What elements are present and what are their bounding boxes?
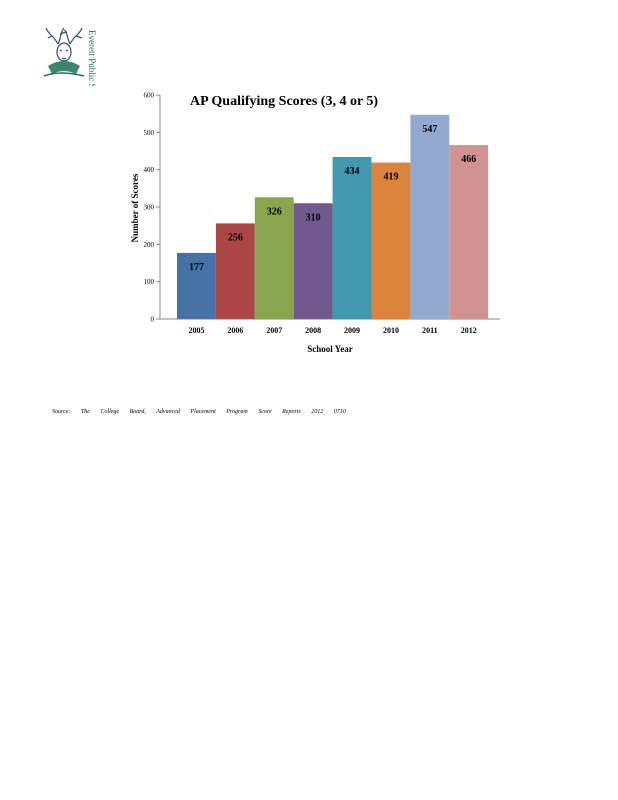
data-label: 547 (422, 124, 437, 135)
x-axis-label: School Year (307, 344, 352, 354)
y-tick-label: 400 (144, 166, 155, 174)
data-label: 256 (228, 232, 243, 243)
y-tick-label: 200 (144, 241, 155, 249)
bar-2011 (410, 114, 450, 319)
y-axis-label: Number of Scores (130, 173, 140, 242)
x-tick-label: 2011 (422, 326, 438, 335)
y-tick-label: 0 (151, 316, 155, 324)
y-tick-label: 300 (144, 204, 155, 212)
x-tick-label: 2006 (227, 326, 243, 335)
bar-2006 (215, 223, 255, 319)
y-tick-label: 100 (144, 278, 155, 286)
data-label: 326 (267, 206, 282, 217)
data-label: 177 (189, 262, 204, 273)
bar-2010 (371, 162, 411, 319)
bar-2012 (449, 145, 489, 319)
x-tick-label: 2010 (383, 326, 399, 335)
x-tick-label: 2012 (461, 326, 477, 335)
data-label: 434 (345, 166, 360, 177)
chart-title: AP Qualifying Scores (3, 4 or 5) (190, 94, 378, 109)
y-tick-label: 500 (144, 129, 155, 137)
x-tick-label: 2008 (305, 326, 321, 335)
data-label: 466 (461, 154, 476, 165)
plot-area: 0 100 200 300 400 500 600 2005 177 2006 256 2007 326… (144, 92, 500, 335)
bar-2007 (254, 197, 294, 319)
x-tick-label: 2005 (188, 326, 204, 335)
source-note: Source: The College Board, Advanced Plac… (52, 409, 346, 415)
bar-2009 (332, 156, 372, 319)
bar-chart: AP Qualifying Scores (3, 4 or 5) Number … (130, 92, 500, 354)
stag-emblem-icon (43, 27, 85, 77)
x-tick-label: 2007 (266, 326, 282, 335)
data-label: 419 (383, 172, 398, 183)
bar-2008 (293, 203, 333, 319)
bar-2005 (177, 252, 216, 319)
data-label: 310 (306, 212, 321, 223)
y-tick-label: 600 (144, 92, 155, 100)
x-tick-label: 2009 (344, 326, 360, 335)
logo-text: Everett Public Schools (87, 30, 97, 86)
